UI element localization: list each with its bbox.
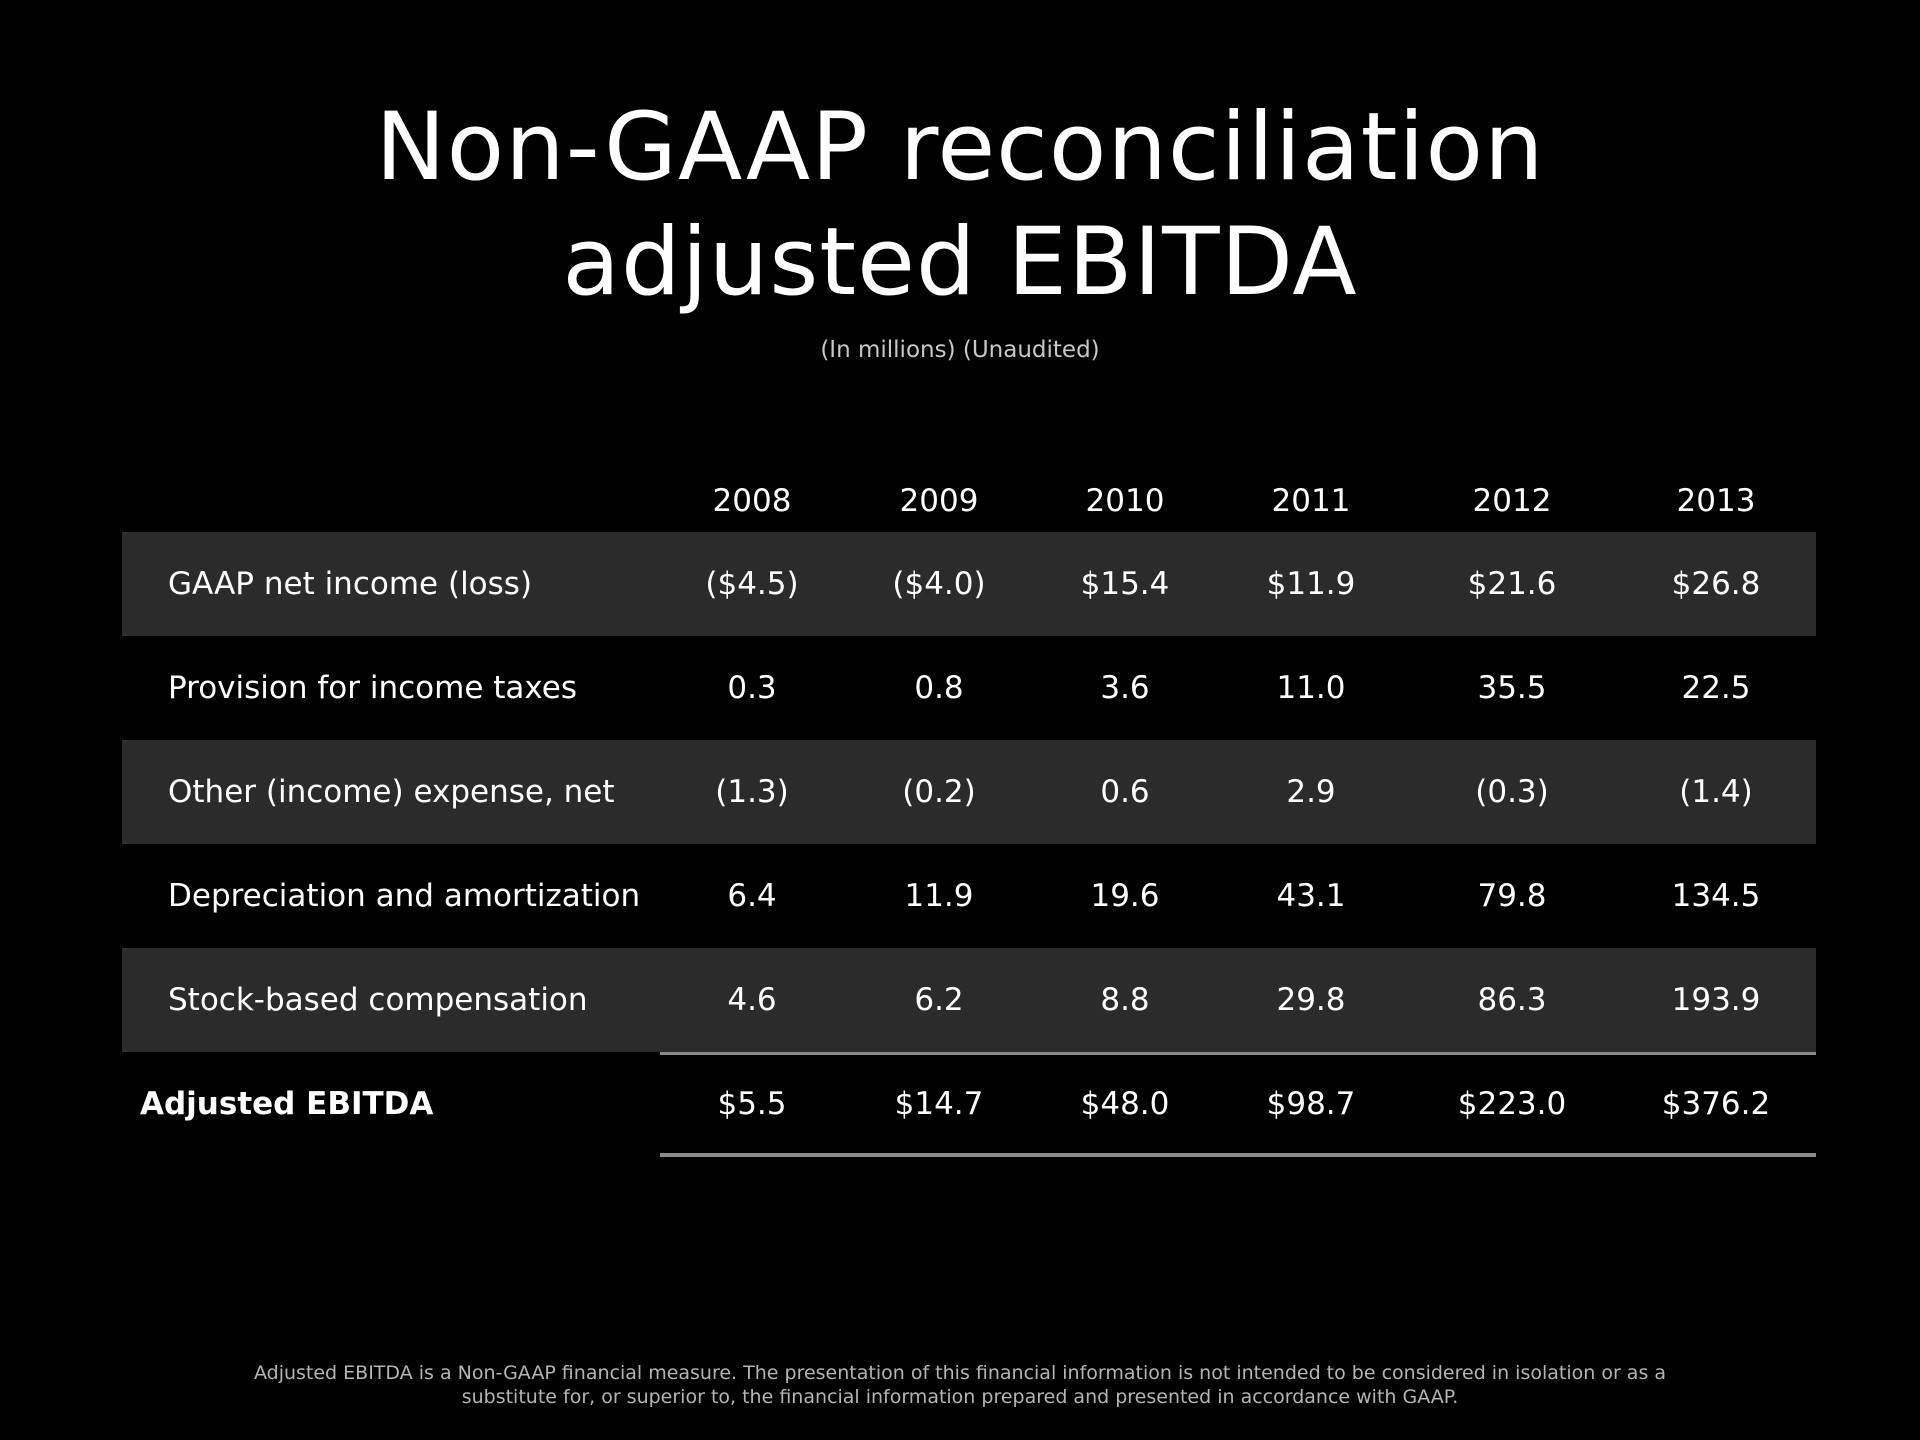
table-cell: (0.2) [902, 774, 976, 810]
row-label: Stock-based compensation [168, 982, 588, 1018]
table-cell: 193.9 [1671, 982, 1761, 1018]
total-cell: $376.2 [1661, 1086, 1771, 1122]
table-cell: 8.8 [1100, 982, 1150, 1018]
year-header: 2013 [1676, 483, 1756, 519]
footnote-line-1: Adjusted EBITDA is a Non-GAAP financial … [253, 1362, 1667, 1384]
total-cell: $14.7 [894, 1086, 984, 1122]
row-label: Provision for income taxes [168, 670, 578, 706]
table-cell: ($4.5) [705, 566, 799, 602]
year-header: 2008 [712, 483, 792, 519]
year-header: 2012 [1472, 483, 1552, 519]
table-cell: 2.9 [1286, 774, 1336, 810]
footnote-line-2: substitute for, or superior to, the fina… [461, 1386, 1459, 1408]
table-cell: 35.5 [1477, 670, 1547, 706]
year-header: 2010 [1085, 483, 1165, 519]
total-bottom-rule [660, 1153, 1816, 1157]
total-row: Adjusted EBITDA $5.5 $14.7 $48.0 $98.7 $… [122, 1052, 1816, 1157]
table-cell: (1.4) [1679, 774, 1753, 810]
table-cell: 6.4 [727, 878, 777, 914]
title-line-1: Non-GAAP reconciliation [375, 93, 1545, 202]
table-row: GAAP net income (loss) ($4.5) ($4.0) $15… [122, 532, 1816, 636]
title-line-2: adjusted EBITDA [562, 208, 1358, 317]
table-cell: 4.6 [727, 982, 777, 1018]
table-cell: 86.3 [1477, 982, 1547, 1018]
year-header: 2009 [899, 483, 979, 519]
table-cell: 11.0 [1276, 670, 1346, 706]
table-cell: (0.3) [1475, 774, 1549, 810]
footnote: Adjusted EBITDA is a Non-GAAP financial … [180, 1361, 1740, 1409]
page-title: Non-GAAP reconciliation adjusted EBITDA [0, 90, 1920, 320]
table-row: Other (income) expense, net (1.3) (0.2) … [122, 740, 1816, 844]
table-cell: (1.3) [715, 774, 789, 810]
year-header: 2011 [1271, 483, 1351, 519]
table-row: Provision for income taxes 0.3 0.8 3.6 1… [122, 636, 1816, 740]
table-cell: $15.4 [1080, 566, 1170, 602]
table-cell: 19.6 [1090, 878, 1160, 914]
table-cell: 29.8 [1276, 982, 1346, 1018]
table-cell: $26.8 [1671, 566, 1761, 602]
table-cell: 11.9 [904, 878, 974, 914]
table-row: Stock-based compensation 4.6 6.2 8.8 29.… [122, 948, 1816, 1052]
table-cell: 22.5 [1681, 670, 1751, 706]
table-cell: 0.6 [1100, 774, 1150, 810]
table-cell: 43.1 [1276, 878, 1346, 914]
row-label: Depreciation and amortization [168, 878, 641, 914]
table-header-row: 2008 2009 2010 2011 2012 2013 [122, 470, 1816, 532]
total-label: Adjusted EBITDA [140, 1086, 434, 1122]
table-cell: 3.6 [1100, 670, 1150, 706]
table-cell: 0.8 [914, 670, 964, 706]
table-cell: 134.5 [1671, 878, 1761, 914]
table-row: Depreciation and amortization 6.4 11.9 1… [122, 844, 1816, 948]
table-cell: ($4.0) [892, 566, 986, 602]
row-label: Other (income) expense, net [168, 774, 615, 810]
total-cell: $98.7 [1266, 1086, 1356, 1122]
table-cell: $21.6 [1467, 566, 1557, 602]
table-cell: 0.3 [727, 670, 777, 706]
table-cell: 6.2 [914, 982, 964, 1018]
total-cell: $223.0 [1457, 1086, 1567, 1122]
table-cell: 79.8 [1477, 878, 1547, 914]
reconciliation-table: 2008 2009 2010 2011 2012 2013 GAAP net i… [122, 470, 1816, 1157]
table-cell: $11.9 [1266, 566, 1356, 602]
total-cell: $5.5 [717, 1086, 787, 1122]
total-cell: $48.0 [1080, 1086, 1170, 1122]
units-subtitle: (In millions) (Unaudited) [820, 337, 1100, 363]
total-top-rule [660, 1052, 1816, 1055]
row-label: GAAP net income (loss) [168, 566, 533, 602]
